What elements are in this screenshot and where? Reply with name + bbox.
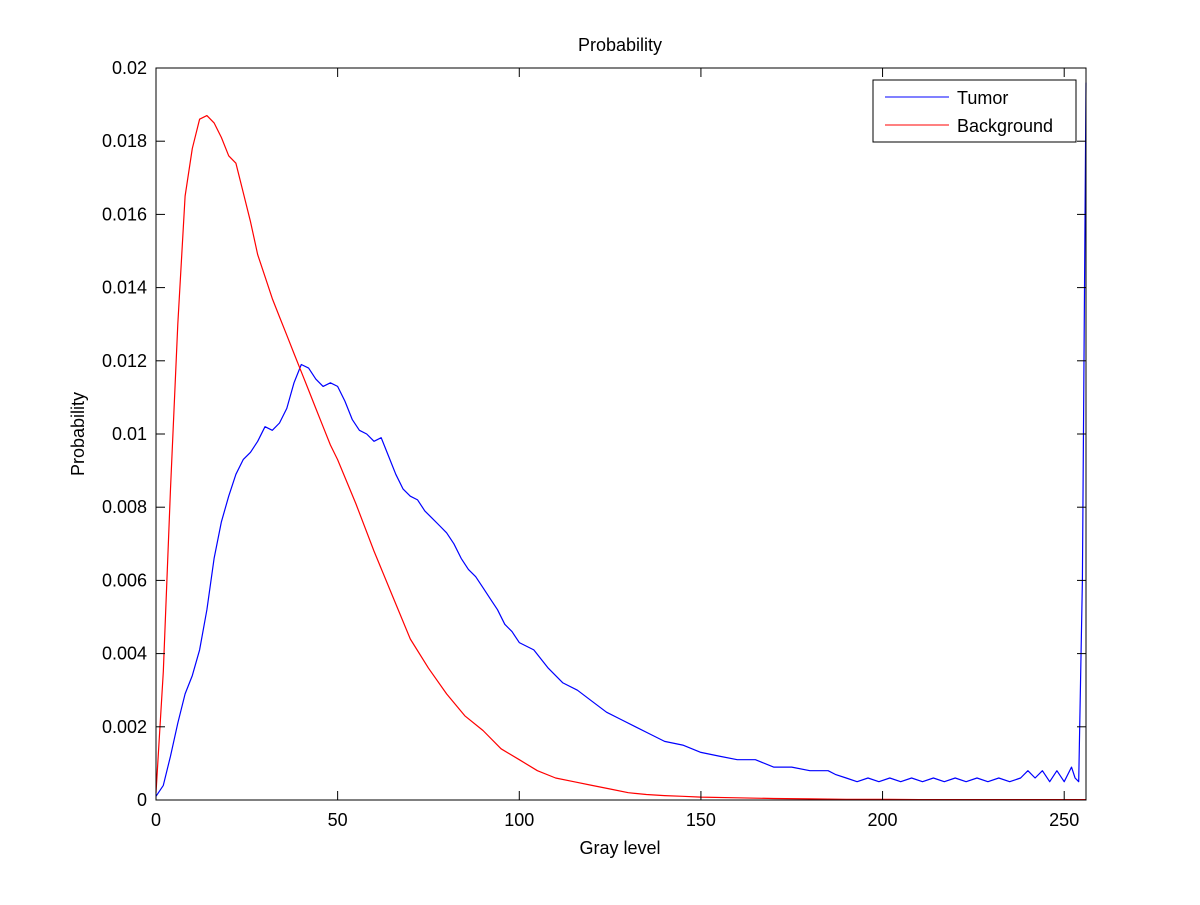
x-tick-label: 0	[151, 810, 161, 830]
y-tick-label: 0.018	[102, 131, 147, 151]
x-axis-label: Gray level	[579, 838, 660, 858]
y-tick-label: 0.02	[112, 58, 147, 78]
x-tick-label: 150	[686, 810, 716, 830]
y-tick-label: 0.002	[102, 717, 147, 737]
series-line-background	[155, 114, 1086, 801]
y-tick-label: 0.016	[102, 204, 147, 224]
legend-label-tumor: Tumor	[957, 88, 1008, 108]
legend: Tumor Background	[872, 79, 1077, 143]
y-tick-label: 0.01	[112, 424, 147, 444]
legend-label-background: Background	[957, 116, 1053, 136]
y-tick-label: 0.006	[102, 570, 147, 590]
chart-title: Probability	[578, 35, 662, 55]
plot-marks	[155, 82, 1087, 801]
y-tick-label: 0.004	[102, 644, 147, 664]
y-tick-label: 0.012	[102, 351, 147, 371]
ticks: 0 50 100 150 200 250 0 0.002 0.004 0.006 0.008 0.01…	[102, 58, 1086, 830]
series-line-tumor	[155, 82, 1087, 797]
x-tick-label: 50	[328, 810, 348, 830]
y-tick-label: 0.014	[102, 278, 147, 298]
x-tick-label: 250	[1049, 810, 1079, 830]
y-axis-label: Probability	[68, 392, 88, 476]
legend-box	[872, 79, 1077, 143]
y-tick-label: 0.008	[102, 497, 147, 517]
y-tick-label: 0	[137, 790, 147, 810]
x-tick-label: 200	[868, 810, 898, 830]
x-tick-label: 100	[504, 810, 534, 830]
